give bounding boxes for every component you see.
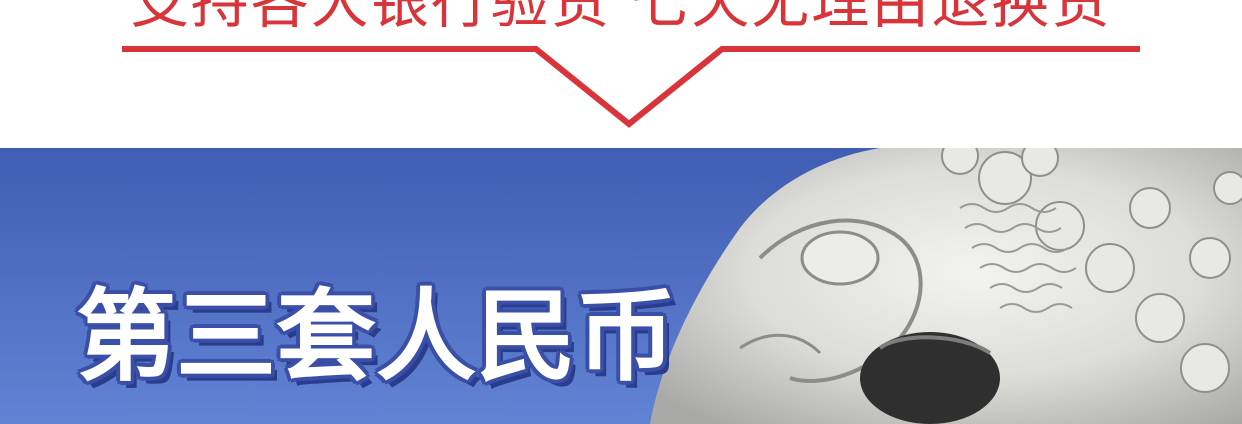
hero-image: 第三套人民币 xyxy=(0,148,1242,424)
chevron-down-icon xyxy=(122,46,1140,128)
promo-banner: 支持各大银行验货 七天无理由退换货 xyxy=(0,0,1242,148)
hero-title: 第三套人民币 xyxy=(76,277,676,395)
promo-headline: 支持各大银行验货 七天无理由退换货 xyxy=(130,0,1112,36)
stone-lion-image xyxy=(0,148,1242,424)
